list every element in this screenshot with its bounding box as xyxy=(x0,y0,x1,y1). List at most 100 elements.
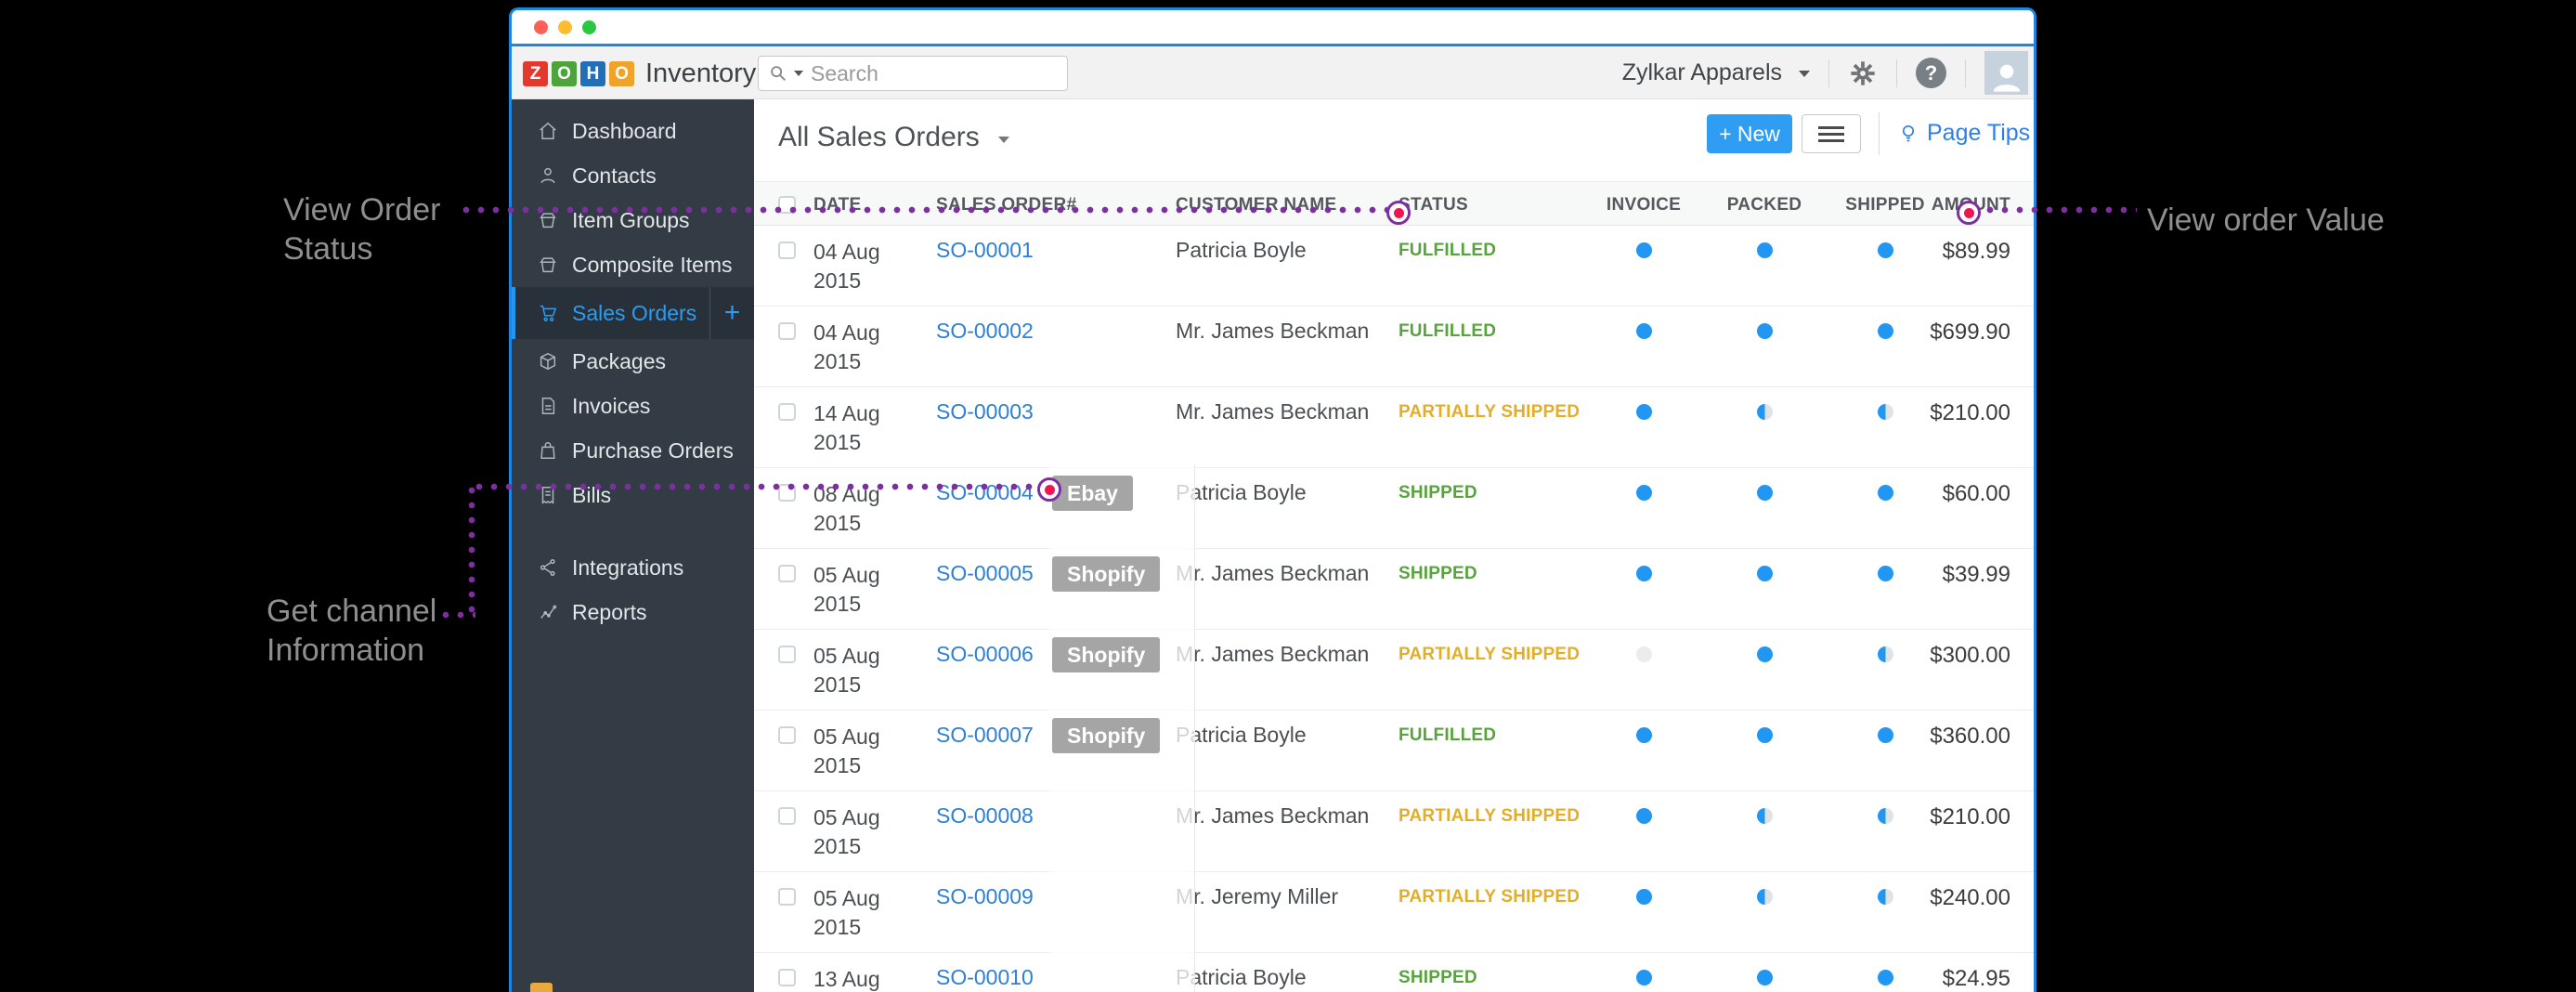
sidebar-item-label: Composite Items xyxy=(572,252,733,277)
status-label: PARTIALLY SHIPPED xyxy=(1399,887,1581,907)
chevron-down-icon xyxy=(997,136,1009,143)
row-checkbox[interactable] xyxy=(778,807,796,825)
shipped-dot xyxy=(1878,808,1893,824)
row-checkbox[interactable] xyxy=(778,403,796,421)
sales-order-link[interactable]: SO-00005 xyxy=(936,561,1034,585)
sales-order-link[interactable]: SO-00002 xyxy=(936,319,1034,343)
divider xyxy=(1896,59,1897,87)
status-label: PARTIALLY SHIPPED xyxy=(1399,645,1581,664)
sidebar-item-packages[interactable]: Packages xyxy=(512,339,754,384)
product-name: Inventory xyxy=(645,59,757,88)
invoice-dot xyxy=(1636,970,1652,985)
sales-order-link[interactable]: SO-00003 xyxy=(936,399,1034,424)
customer-name: Mr. James Beckman xyxy=(1176,561,1370,585)
invoice-dot xyxy=(1636,646,1652,662)
maximize-window-button[interactable] xyxy=(582,20,596,34)
table-row[interactable]: 08 Aug 2015 SO-00004 Patricia Boyle Ebay… xyxy=(754,468,2034,549)
list-menu-button[interactable] xyxy=(1802,114,1861,153)
header-status: STATUS xyxy=(1399,195,1468,215)
table-row[interactable]: 05 Aug 2015 SO-00008 Mr. James Beckman P… xyxy=(754,791,2034,872)
avatar[interactable] xyxy=(1984,51,2028,95)
sales-order-link[interactable]: SO-00010 xyxy=(936,965,1034,989)
divider xyxy=(1828,59,1829,87)
sidebar-item-invoices[interactable]: Invoices xyxy=(512,384,754,428)
add-sales-order-button[interactable]: + xyxy=(709,287,754,339)
sales-order-link[interactable]: SO-00009 xyxy=(936,884,1034,908)
close-window-button[interactable] xyxy=(534,20,548,34)
page-tips-button[interactable]: Page Tips xyxy=(1897,120,2030,147)
integrations-icon xyxy=(540,559,555,576)
customer-name: Mr. James Beckman xyxy=(1176,803,1370,828)
packed-dot xyxy=(1757,485,1773,501)
window-titlebar xyxy=(512,10,2034,44)
row-checkbox[interactable] xyxy=(778,888,796,906)
hamburger-icon xyxy=(1818,125,1844,129)
sidebar-item-label: Purchase Orders xyxy=(572,437,734,463)
basket-icon xyxy=(540,213,556,228)
search-input[interactable] xyxy=(809,59,1013,87)
annotation-view-order-value: View order Value xyxy=(2147,202,2385,238)
sales-order-link[interactable]: SO-00007 xyxy=(936,723,1034,747)
page-tips-label: Page Tips xyxy=(1927,120,2031,146)
status-label: FULFILLED xyxy=(1399,725,1497,745)
table-row[interactable]: 05 Aug 2015 SO-00006 Mr. James Beckman S… xyxy=(754,630,2034,711)
row-checkbox[interactable] xyxy=(778,646,796,663)
page-title[interactable]: All Sales Orders xyxy=(778,122,1009,153)
help-icon[interactable]: ? xyxy=(1916,58,1946,88)
table-row[interactable]: 05 Aug 2015 SO-00005 Mr. James Beckman S… xyxy=(754,549,2034,630)
sidebar-item-item-groups[interactable]: Item Groups xyxy=(512,198,754,242)
table-row[interactable]: 13 Aug 2015 SO-00010 Patricia Boyle SHIP… xyxy=(754,953,2034,992)
customer-name: Mr. James Beckman xyxy=(1176,319,1370,343)
window-accent-line xyxy=(512,44,2034,46)
row-checkbox[interactable] xyxy=(778,726,796,744)
status-label: SHIPPED xyxy=(1399,968,1477,987)
app-topbar: Z O H O Inventory Zylkar Apparels xyxy=(512,46,2034,99)
sidebar-item-integrations[interactable]: Integrations xyxy=(512,545,754,590)
table-row[interactable]: 05 Aug 2015 SO-00009 Mr. Jeremy Miller P… xyxy=(754,872,2034,953)
row-checkbox[interactable] xyxy=(778,241,796,259)
sidebar-item-dashboard[interactable]: Dashboard xyxy=(512,109,754,153)
amount-value: $24.95 xyxy=(1942,966,2010,991)
gear-icon[interactable] xyxy=(1848,59,1878,88)
org-selector[interactable]: Zylkar Apparels xyxy=(1622,59,1810,86)
row-checkbox[interactable] xyxy=(778,322,796,340)
header-packed: PACKED xyxy=(1726,195,1802,215)
logo-letter: O xyxy=(552,61,577,86)
package-icon xyxy=(540,352,556,371)
sales-order-link[interactable]: SO-00006 xyxy=(936,642,1034,666)
row-checkbox[interactable] xyxy=(778,565,796,582)
invoice-dot xyxy=(1636,727,1652,743)
invoice-dot xyxy=(1636,242,1652,258)
table-row[interactable]: 04 Aug 2015 SO-00001 Patricia Boyle FULF… xyxy=(754,226,2034,307)
sidebar-item-contacts[interactable]: Contacts xyxy=(512,153,754,198)
home-icon xyxy=(540,122,556,139)
sidebar-item-sales-orders[interactable]: Sales Orders + xyxy=(512,287,754,339)
date-cell: 04 Aug 2015 xyxy=(813,320,880,373)
sales-order-link[interactable]: SO-00008 xyxy=(936,803,1034,828)
row-checkbox[interactable] xyxy=(778,969,796,986)
amount-value: $39.99 xyxy=(1942,562,2010,587)
header-invoice: INVOICE xyxy=(1606,195,1682,215)
table-row[interactable]: 14 Aug 2015 SO-00003 Mr. James Beckman P… xyxy=(754,387,2034,468)
shipped-dot xyxy=(1878,889,1893,905)
shipped-dot xyxy=(1878,485,1893,501)
packed-dot xyxy=(1757,727,1773,743)
table-row[interactable]: 04 Aug 2015 SO-00002 Mr. James Beckman F… xyxy=(754,307,2034,387)
amount-value: $60.00 xyxy=(1942,481,2010,506)
zoho-inventory-logo[interactable]: Z O H O Inventory xyxy=(523,59,779,89)
global-search[interactable] xyxy=(758,56,1068,91)
table-row[interactable]: 05 Aug 2015 SO-00007 Patricia Boyle Shop… xyxy=(754,711,2034,791)
chevron-down-icon xyxy=(1799,71,1810,77)
sidebar-item-composite-items[interactable]: Composite Items xyxy=(512,242,754,287)
divider xyxy=(1965,59,1966,87)
sidebar-item-purchase-orders[interactable]: Purchase Orders xyxy=(512,428,754,473)
minimize-window-button[interactable] xyxy=(558,20,572,34)
sidebar-item-bills[interactable]: Bills xyxy=(512,473,754,517)
sidebar-item-reports[interactable]: Reports xyxy=(512,590,754,634)
page-title-text: All Sales Orders xyxy=(778,122,980,152)
sales-order-link[interactable]: SO-00001 xyxy=(936,238,1034,262)
channel-marker xyxy=(1037,477,1061,502)
new-button[interactable]: + New xyxy=(1707,114,1792,153)
date-cell: 05 Aug 2015 xyxy=(813,563,880,616)
active-indicator xyxy=(512,287,515,339)
